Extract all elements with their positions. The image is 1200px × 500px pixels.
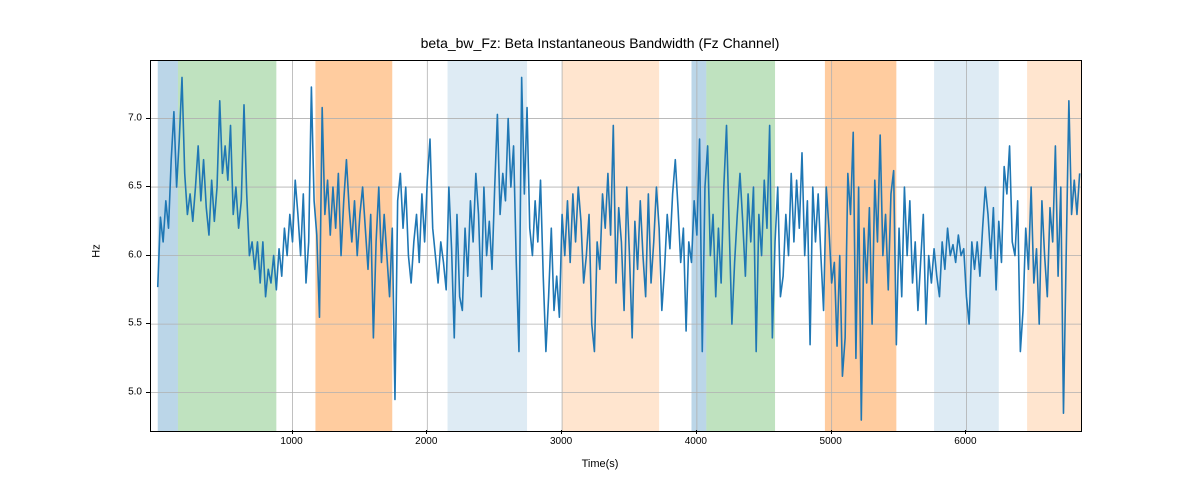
x-tick-label: 1000 bbox=[280, 436, 302, 447]
plot-svg bbox=[151, 61, 1081, 431]
shaded-band bbox=[1027, 61, 1081, 431]
x-axis-label: Time(s) bbox=[0, 458, 1200, 470]
x-tick-label: 3000 bbox=[550, 436, 572, 447]
y-tick-label: 5.5 bbox=[128, 318, 142, 329]
figure: beta_bw_Fz: Beta Instantaneous Bandwidth… bbox=[0, 0, 1200, 500]
x-tick-label: 2000 bbox=[415, 436, 437, 447]
shaded-band bbox=[706, 61, 775, 431]
x-tick-label: 6000 bbox=[954, 436, 976, 447]
shaded-band bbox=[178, 61, 276, 431]
y-tick-label: 6.5 bbox=[128, 181, 142, 192]
x-tick-label: 4000 bbox=[685, 436, 707, 447]
y-tick-label: 7.0 bbox=[128, 112, 142, 123]
chart-title: beta_bw_Fz: Beta Instantaneous Bandwidth… bbox=[0, 35, 1200, 51]
y-tick-label: 6.0 bbox=[128, 249, 142, 260]
x-tick-label: 5000 bbox=[820, 436, 842, 447]
shaded-band bbox=[562, 61, 659, 431]
y-axis-label: Hz bbox=[91, 244, 103, 257]
shaded-band bbox=[158, 61, 178, 431]
y-tick-label: 5.0 bbox=[128, 386, 142, 397]
plot-area bbox=[150, 60, 1082, 432]
